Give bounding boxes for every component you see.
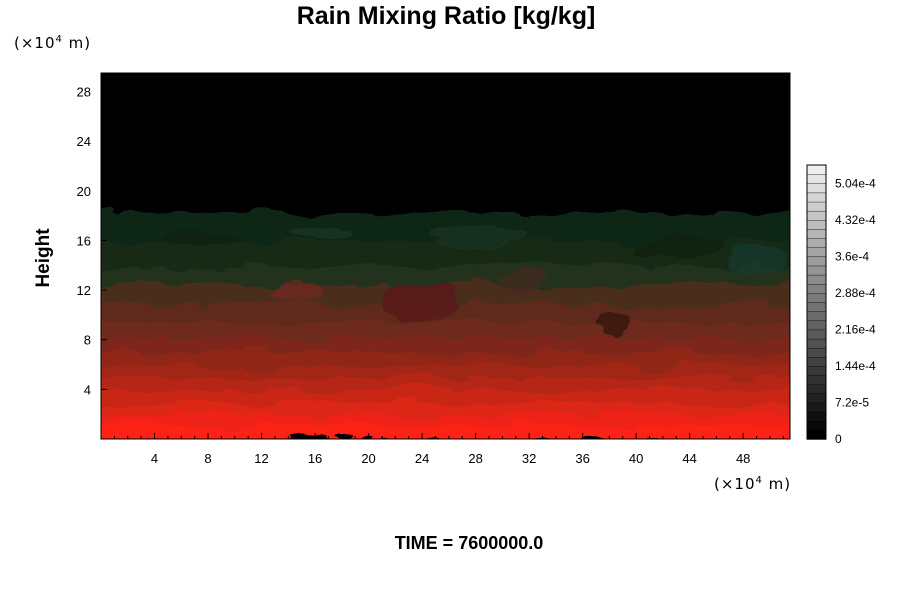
x-tick-label: 20 [361,451,375,466]
x-tick-label: 48 [736,451,750,466]
colorbar-tick-label: 2.16e-4 [835,322,876,336]
x-tick-label: 44 [682,451,696,466]
colorbar-level [806,228,827,239]
x-tick-label: 24 [415,451,429,466]
y-axis: 4 8 12 16 20 24 28 [77,85,107,397]
x-tick-label: 16 [308,451,322,466]
y-unit-suffix: m) [63,34,91,52]
x-tick-label: 40 [629,451,643,466]
colorbar-level [806,420,827,431]
colorbar-tick-label: 7.2e-5 [835,395,869,409]
y-tick-label: 8 [84,333,91,348]
upper-eddy [635,235,725,255]
colorbar-level [806,192,827,203]
colorbar-level [806,237,827,248]
convective-cell [596,308,628,336]
field-band [101,375,790,391]
convective-cell [382,280,458,320]
field-band [101,336,790,354]
colorbar-level [806,201,827,212]
convective-cell [274,282,326,302]
upper-eddy [730,248,790,272]
chart-title: Rain Mixing Ratio [kg/kg] [297,2,596,30]
upper-eddy [430,224,530,246]
colorbar-ticks: 0 7.2e-5 1.44e-4 2.16e-4 2.88e-4 3.6e-4 4.32e-… [835,176,876,446]
x-tick-label: 12 [254,451,268,466]
x-tick-label: 8 [204,451,211,466]
field-band [101,400,790,416]
field-band [101,73,790,213]
y-unit-exponent: 4 [56,34,63,45]
colorbar-tick-label: 5.04e-4 [835,176,876,190]
x-unit-label: (×104 m) [714,475,791,493]
x-tick-label: 32 [522,451,536,466]
colorbar-tick-label: 2.88e-4 [835,286,876,300]
x-tick-label: 28 [468,451,482,466]
colorbar-level [806,393,827,404]
colorbar-level [806,210,827,221]
y-unit-label: (×104 m) [14,34,91,52]
colorbar-level [806,402,827,413]
colorbar-level [806,384,827,395]
field-band [101,423,790,439]
x-unit-exponent: 4 [756,475,763,486]
colorbar [806,164,827,440]
colorbar-frame [806,164,827,440]
colorbar-level [806,429,827,440]
colorbar-level [806,173,827,184]
colorbar-tick-label: 0 [835,432,842,446]
colorbar-level [806,374,827,385]
upper-eddy [290,225,350,239]
field-band [101,363,790,378]
colorbar-level [806,219,827,230]
time-annotation: TIME = 7600000.0 [395,533,544,553]
field-band [101,320,790,339]
colorbar-level [806,329,827,340]
field-band [101,351,790,366]
colorbar-tick-label: 3.6e-4 [835,249,869,263]
colorbar-level [806,283,827,294]
colorbar-level [806,246,827,258]
y-tick-label: 24 [77,134,91,149]
y-tick-label: 16 [77,233,91,248]
y-unit-prefix: (×10 [14,34,56,52]
colorbar-level [806,347,827,358]
field-bands [101,73,790,439]
colorbar-level [806,365,827,376]
y-tick-label: 12 [77,283,91,298]
colorbar-tick-label: 1.44e-4 [835,359,876,373]
colorbar-level [806,301,827,312]
y-tick-label: 4 [84,382,91,397]
x-tick-label: 36 [575,451,589,466]
x-tick-label: 4 [151,451,158,466]
field-band [101,413,790,426]
colorbar-level [806,338,827,349]
plot-area [101,73,790,439]
colorbar-level [806,265,827,276]
colorbar-level [806,274,827,285]
x-unit-prefix: (×10 [714,475,756,493]
y-axis-title: Height [33,228,54,288]
upper-eddy [160,230,240,250]
x-axis: 4 8 12 16 20 24 28 32 36 40 44 48 [113,433,784,466]
field-features [160,224,790,336]
colorbar-level [806,183,827,194]
y-tick-label: 20 [77,184,91,199]
colorbar-level [806,292,827,303]
field-band [101,264,790,285]
plot-frame [100,72,791,440]
colorbar-level [806,356,827,367]
colorbar-level [806,411,827,422]
field-band [101,388,790,403]
colorbar-level [806,164,827,175]
colorbar-level [806,310,827,321]
colorbar-level [806,320,827,331]
y-tick-label: 28 [77,85,91,100]
colorbar-tick-label: 4.32e-4 [835,213,876,227]
x-unit-suffix: m) [763,475,791,493]
colorbar-level [806,256,827,267]
convective-cell [498,271,542,289]
